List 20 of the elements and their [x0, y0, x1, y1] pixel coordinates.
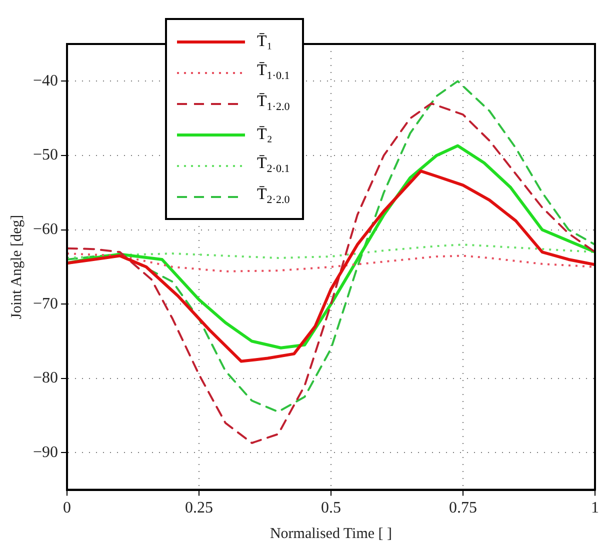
x-tick-label: 0.5 — [321, 500, 342, 517]
y-tick-label: −80 — [32, 370, 58, 387]
x-tick-label: 0.75 — [449, 500, 478, 517]
x-tick-label: 0.25 — [185, 500, 214, 517]
y-tick-label: −70 — [32, 295, 58, 312]
legend-label: T̄$_{1·2.0}$ — [257, 93, 290, 114]
y-tick-label: −90 — [32, 444, 58, 461]
legend-label: T̄₁ — [257, 32, 272, 50]
x-tick-label: 0 — [63, 500, 72, 517]
x-axis-title: Normalised Time [ ] — [270, 526, 392, 542]
x-tick-label: 1 — [591, 500, 599, 517]
y-tick-label: −50 — [32, 146, 58, 164]
y-tick-label: −60 — [32, 220, 58, 238]
legend-label: T̄$_{1·0.1}$ — [257, 62, 290, 83]
legend-label: T̄$_{2·0.1}$ — [257, 155, 290, 176]
y-tick-label: −40 — [32, 72, 58, 90]
y-axis-title: Joint Angle [deg] — [8, 214, 25, 319]
line-series — [67, 244, 595, 259]
legend-label: T̄$_{2·2.0}$ — [257, 186, 290, 207]
legend-label: T̄₂ — [257, 126, 272, 144]
